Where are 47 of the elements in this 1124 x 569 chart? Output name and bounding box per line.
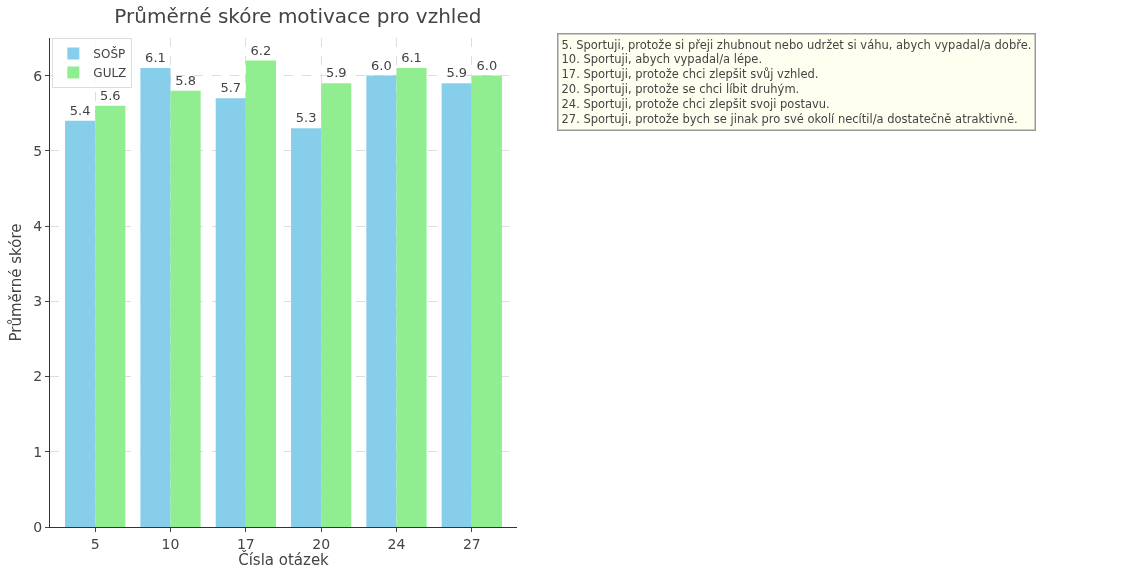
bar bbox=[245, 60, 276, 527]
x-tick-label: 20 bbox=[312, 535, 331, 552]
chart-title: Průměrné skóre motivace pro vzhled bbox=[114, 3, 482, 28]
text: 20. Sportuji, protože se chci líbit druhým. bbox=[561, 82, 800, 97]
y-tick-label: 5 bbox=[33, 142, 43, 159]
bar bbox=[215, 98, 246, 527]
text: 5. Sportuji, protože si přeji zhubnout nebo udržet si váhu, abych vypadal/a dobře. bbox=[561, 37, 1032, 52]
text: 10. Sportuji, abych vypadal/a lépe. bbox=[561, 52, 763, 67]
bar bbox=[65, 120, 96, 527]
data-label: 5.3 bbox=[295, 110, 317, 126]
y-tick-label: 1 bbox=[33, 443, 43, 460]
y-tick-label: 0 bbox=[33, 518, 43, 535]
x-axis-title: Čísla otázek bbox=[238, 550, 330, 569]
bar bbox=[396, 68, 427, 527]
data-label: 5.9 bbox=[446, 65, 468, 81]
data-label: 6.1 bbox=[145, 50, 166, 66]
y-tick-label: 3 bbox=[33, 293, 43, 310]
data-label: 6.2 bbox=[250, 42, 272, 58]
legend-label: GULZ bbox=[93, 66, 127, 81]
bar bbox=[140, 68, 171, 527]
data-label: 6.0 bbox=[476, 57, 498, 73]
data-label: 5.9 bbox=[325, 65, 347, 81]
bar bbox=[95, 105, 126, 527]
bar bbox=[366, 75, 397, 527]
data-label: 5.8 bbox=[175, 72, 196, 88]
x-tick-label: 24 bbox=[387, 535, 406, 552]
x-tick-label: 27 bbox=[462, 535, 481, 552]
data-label: 6.1 bbox=[401, 50, 422, 66]
text: 24. Sportuji, protože chci zlepšit svoji postavu. bbox=[561, 97, 830, 112]
y-tick-label: 2 bbox=[33, 368, 43, 385]
x-tick-label: 5 bbox=[90, 535, 100, 552]
text: 17. Sportuji, protože chci zlepšit svůj vzhled. bbox=[561, 67, 819, 82]
data-label: 5.6 bbox=[99, 87, 121, 103]
y-tick-label: 6 bbox=[33, 67, 43, 84]
bar bbox=[170, 90, 201, 527]
data-label: 5.7 bbox=[220, 80, 242, 96]
y-axis-title: Průměrné skóre bbox=[6, 223, 25, 342]
data-label: 6.0 bbox=[371, 57, 392, 73]
bar bbox=[471, 75, 502, 527]
x-tick-label: 10 bbox=[161, 535, 180, 552]
y-tick-label: 4 bbox=[33, 217, 43, 234]
bar bbox=[321, 83, 352, 527]
bar bbox=[441, 83, 472, 527]
bar bbox=[291, 128, 322, 527]
data-label: 5.4 bbox=[69, 102, 91, 118]
text: 27. Sportuji, protože bych se jinak pro své okolí necítil/a dostatečně atraktivně. bbox=[561, 112, 1018, 127]
legend-label: SOŠP bbox=[93, 46, 126, 62]
